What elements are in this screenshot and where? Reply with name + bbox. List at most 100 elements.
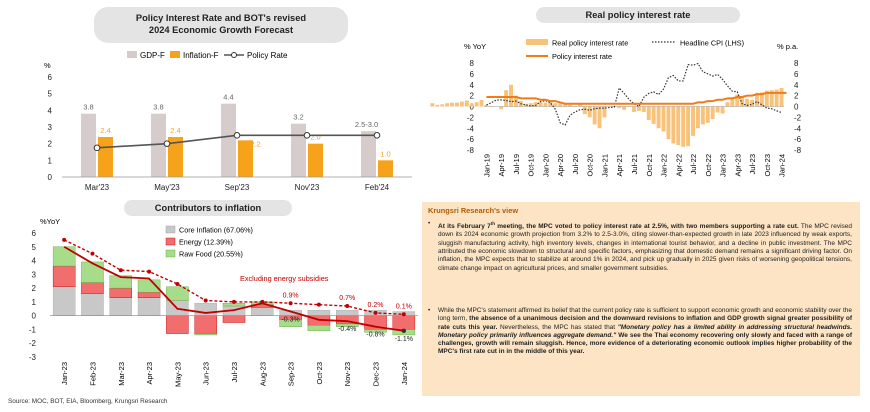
real-rate-bar xyxy=(656,106,661,129)
legend-real-label: Real policy interest rate xyxy=(552,39,628,48)
headline-line xyxy=(63,246,404,332)
excl-energy-point xyxy=(203,298,208,303)
chart3-ytick-left: 8 xyxy=(470,59,475,68)
gdp-bar xyxy=(221,103,236,177)
chart2-ylabel: %YoY xyxy=(40,217,60,226)
chart3-ylabel-left: % YoY xyxy=(464,42,486,51)
core-bar xyxy=(137,297,161,316)
chart3-title: Real policy interest rate xyxy=(536,7,740,23)
real-rate-bar xyxy=(730,97,735,107)
chart3-ylabel-right: % p.a. xyxy=(777,42,798,51)
research-title: Krungsri Research's view xyxy=(428,206,519,215)
chart3-ytick-left: -4 xyxy=(467,124,475,133)
real-rate-bar xyxy=(705,106,710,123)
bullet-dot-1: • xyxy=(428,220,431,227)
chart2-ytick: 5 xyxy=(32,243,37,252)
legend-core-swatch xyxy=(165,225,176,234)
energy-bar xyxy=(222,315,246,323)
chart3-xtick: Oct-19 xyxy=(527,154,536,177)
energy-bar xyxy=(52,265,76,287)
excl-energy-point xyxy=(118,268,123,273)
real-rate-bar xyxy=(636,106,641,111)
real-rate-bar xyxy=(651,106,656,124)
inflation-bar xyxy=(168,137,183,177)
chart2-xtick: Dec-23 xyxy=(372,362,381,386)
legend-policy3-label: Policy interest rate xyxy=(552,52,612,61)
source-note: Source: MOC, BOT, EIA, Bloomberg, Krungs… xyxy=(8,398,168,405)
chart3-ytick-left: 0 xyxy=(470,103,475,112)
energy-bar xyxy=(166,315,189,334)
real-policy-rate-chart: % YoY % p.a. Real policy interest rate H… xyxy=(430,39,802,177)
real-rate-bar xyxy=(754,92,759,107)
chart2-xtick: Jan-24 xyxy=(400,362,409,385)
excl-energy-point xyxy=(345,304,350,309)
real-rate-bar xyxy=(430,103,435,107)
real-rate-bar xyxy=(700,106,705,125)
headline-label: -0.4% xyxy=(338,326,356,333)
b1-bold2: meeting, the MPC voted to policy interes… xyxy=(494,223,799,231)
real-rate-bar xyxy=(587,106,592,118)
chart3-xtick: Oct-23 xyxy=(763,154,772,177)
gdp-bar xyxy=(291,123,306,177)
excl-energy-label: 0.1% xyxy=(396,303,412,310)
inflation-bar-label: 2.4 xyxy=(170,126,180,135)
energy-bar xyxy=(194,315,217,334)
policy-rate-point xyxy=(163,140,171,147)
chart2-ytick: -2 xyxy=(29,339,37,348)
annotation-excluding-energy: Excluding energy subsidies xyxy=(240,274,329,283)
real-rate-bar xyxy=(582,106,587,115)
policy-rate-chart: GDP-F Inflation-F Policy Rate % 0123456 … xyxy=(44,51,412,192)
inflation-bar-label: 2.4 xyxy=(100,126,110,135)
real-rate-bar xyxy=(538,102,543,107)
real-rate-bar xyxy=(435,104,440,107)
chart3-xtick: Jan-21 xyxy=(600,154,609,177)
chart2-ytick: 3 xyxy=(32,270,37,279)
real-rate-bar xyxy=(632,106,636,112)
chart3-ytick-right: 8 xyxy=(794,59,799,68)
chart3-ytick-left: -8 xyxy=(467,146,475,155)
chart1-ytick: 2 xyxy=(48,140,53,149)
inflation-bar xyxy=(308,143,323,177)
real-rate-bar xyxy=(769,90,774,107)
b2-text1: While the MPC's statement affirmed its b… xyxy=(438,307,852,323)
real-rate-bar xyxy=(676,106,681,146)
real-rate-bar xyxy=(450,102,454,107)
policy-rate-point xyxy=(303,132,311,139)
real-rate-bar xyxy=(666,106,671,140)
real-rate-bar xyxy=(602,106,607,118)
energy-bar xyxy=(137,292,161,298)
b1-bold1: At its February 7 xyxy=(438,223,491,231)
legend-inflation-swatch xyxy=(170,51,180,58)
gdp-bar-label: 4.4 xyxy=(223,93,233,102)
chart3-ytick-left: 6 xyxy=(470,70,475,79)
real-rate-bar xyxy=(597,106,602,129)
legend-energy-swatch xyxy=(165,237,176,246)
excl-energy-point xyxy=(90,251,95,256)
chart2-ytick: 4 xyxy=(32,257,37,266)
legend-real-swatch xyxy=(526,39,548,45)
real-rate-bar xyxy=(440,104,445,107)
chart3-ytick-right: 4 xyxy=(794,81,799,90)
chart3-ytick-left: 2 xyxy=(470,92,475,101)
real-rate-bar xyxy=(528,103,533,107)
chart2-xtick: Oct-23 xyxy=(315,362,324,385)
chart3-ytick-right: -4 xyxy=(794,124,802,133)
chart2-xtick: Jul-23 xyxy=(230,362,239,382)
real-rate-bar xyxy=(725,102,730,107)
real-rate-bar xyxy=(740,96,745,107)
legend-rawfood-swatch xyxy=(165,249,176,258)
gdp-bar-label: 3.8 xyxy=(153,103,163,112)
real-rate-bar xyxy=(445,103,450,107)
chart1-title: Policy Interest Rate and BOT's revised 2… xyxy=(94,7,348,43)
research-bullet-1: • At its February 7th meeting, the MPC v… xyxy=(428,220,852,273)
gdp-bar-label: 3.2 xyxy=(293,113,303,122)
headline-label: -1.1% xyxy=(395,336,413,343)
bullet-dot-2: • xyxy=(428,307,431,314)
chart1-ytick: 5 xyxy=(48,90,53,99)
legend-energy-label: Energy (12.39%) xyxy=(179,238,233,247)
chart1-ytick: 1 xyxy=(48,156,53,165)
real-rate-bar xyxy=(504,90,509,107)
real-rate-bar xyxy=(548,102,553,107)
chart3-xtick: Apr-19 xyxy=(497,154,506,177)
excl-energy-point xyxy=(373,310,378,315)
